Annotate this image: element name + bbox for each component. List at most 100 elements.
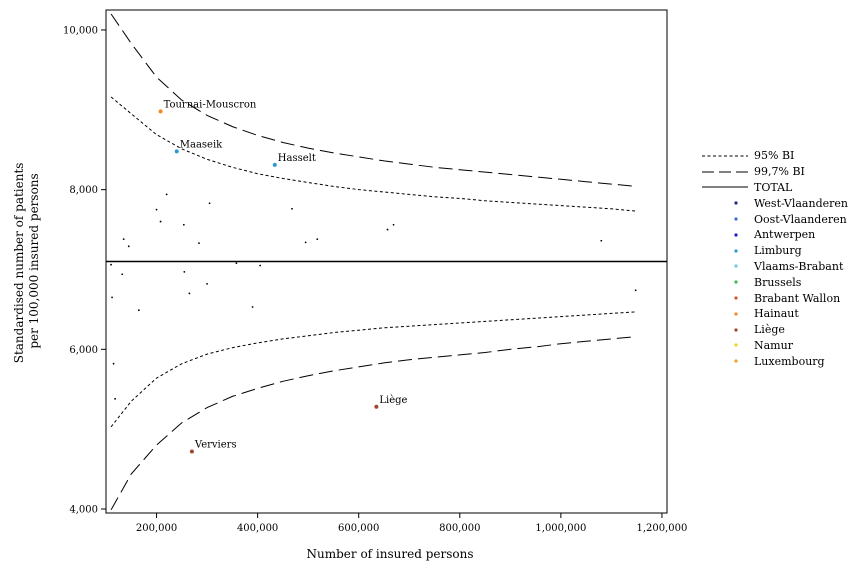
y-axis-title-line-2: per 100,000 insured persons: [27, 173, 41, 348]
x-axis-title: Number of insured persons: [307, 547, 474, 561]
legend-marker: [734, 264, 738, 269]
legend-item: Luxembourg: [702, 353, 862, 369]
highlighted-point-maaseik: [174, 149, 179, 154]
legend-swatch: [702, 167, 748, 177]
legend-item: TOTAL: [702, 180, 862, 196]
data-point: [206, 282, 208, 285]
data-point: [600, 239, 603, 242]
y-tick-label: 10,000: [63, 25, 98, 36]
legend-item: Liège: [702, 322, 862, 338]
legend-marker: [734, 328, 738, 332]
upper-95-limit-line: [110, 96, 637, 212]
legend-label: Oost-Vlaanderen: [754, 212, 847, 226]
legend-swatch: [702, 340, 748, 350]
y-tick-label: 8,000: [69, 185, 98, 196]
legend-label: Brussels: [754, 275, 802, 289]
legend-item: Limburg: [702, 243, 862, 259]
lower-99-7-limit-line: [110, 336, 637, 511]
data-point: [291, 207, 293, 210]
legend-label: Vlaams-Brabant: [754, 259, 844, 273]
legend-swatch: [702, 261, 748, 271]
data-point: [112, 362, 115, 365]
legend-label: Brabant Wallon: [754, 291, 841, 305]
data-point: [159, 220, 162, 223]
legend-label: 99,7% BI: [754, 165, 805, 179]
data-point: [182, 223, 185, 226]
data-point: [316, 238, 319, 241]
y-tick-label: 6,000: [69, 345, 98, 356]
legend-swatch: [702, 214, 748, 224]
x-tick-label: 1,000,000: [535, 523, 586, 534]
legend-item: Vlaams-Brabant: [702, 259, 862, 275]
highlighted-point-tournai-mouscron: [158, 109, 163, 114]
legend-label: Antwerpen: [754, 228, 816, 242]
legend-marker: [734, 296, 738, 300]
legend-marker: [734, 249, 738, 253]
legend-label: Limburg: [754, 244, 802, 258]
legend-swatch: [702, 198, 748, 208]
legend-marker: [734, 280, 738, 284]
data-point: [165, 193, 168, 196]
y-axis-title: Standardised number of patients per 100,…: [12, 159, 41, 364]
legend: 95% BI 99,7% BI TOTAL West-Vlaanderen Oost-V…: [702, 148, 862, 369]
data-point: [155, 208, 158, 211]
data-point: [122, 238, 125, 241]
upper-99-7-limit-line: [110, 13, 637, 187]
legend-swatch: [702, 182, 748, 192]
point-label-verviers: Verviers: [194, 440, 237, 451]
legend-label: TOTAL: [754, 180, 793, 194]
y-axis-title-line-1: Standardised number of patients: [12, 163, 26, 364]
legend-item: Namur: [702, 338, 862, 354]
data-point: [127, 245, 130, 248]
legend-marker: [734, 217, 738, 221]
data-point: [110, 263, 112, 266]
legend-swatch: [702, 293, 748, 303]
data-point: [114, 397, 116, 400]
legend-marker: [734, 343, 738, 348]
highlighted-point-hasselt: [272, 162, 277, 167]
x-tick-label: 800,000: [439, 523, 480, 534]
legend-item: Oost-Vlaanderen: [702, 211, 862, 227]
data-point: [634, 289, 637, 292]
legend-item: West-Vlaanderen: [702, 195, 862, 211]
legend-item: Hainaut: [702, 306, 862, 322]
legend-swatch: [702, 151, 748, 161]
x-tick-label: 1,200,000: [636, 523, 687, 534]
legend-item: Brussels: [702, 274, 862, 290]
legend-item: 95% BI: [702, 148, 862, 164]
legend-label: Luxembourg: [754, 354, 825, 368]
legend-marker: [734, 201, 738, 205]
point-label-hasselt: Hasselt: [278, 153, 316, 164]
legend-swatch: [702, 230, 748, 240]
legend-marker: [734, 312, 738, 316]
legend-item: Brabant Wallon: [702, 290, 862, 306]
legend-label: West-Vlaanderen: [754, 196, 848, 210]
point-label-tournai-mouscron: Tournai-Mouscron: [164, 99, 257, 110]
data-point: [188, 292, 191, 295]
data-point: [121, 273, 124, 276]
data-point: [111, 296, 113, 299]
data-point: [198, 242, 200, 245]
data-point: [251, 306, 254, 308]
point-label-maaseik: Maaseik: [180, 139, 223, 150]
legend-label: Liège: [754, 323, 785, 337]
data-point: [304, 241, 307, 244]
y-tick-label: 4,000: [69, 505, 98, 516]
legend-item: 99,7% BI: [702, 164, 862, 180]
legend-swatch: [702, 246, 748, 256]
x-tick-label: 600,000: [338, 523, 379, 534]
legend-label: Hainaut: [754, 307, 799, 321]
data-point: [259, 264, 262, 267]
highlighted-point-verviers: [189, 449, 194, 454]
data-point: [183, 270, 186, 273]
legend-item: Antwerpen: [702, 227, 862, 243]
data-point: [235, 262, 238, 264]
legend-swatch: [702, 325, 748, 335]
legend-swatch: [702, 356, 748, 366]
legend-marker: [734, 233, 738, 237]
x-tick-label: 400,000: [237, 523, 278, 534]
highlighted-point-li-ge: [374, 404, 379, 409]
legend-label: 95% BI: [754, 149, 795, 163]
data-point: [137, 309, 140, 312]
